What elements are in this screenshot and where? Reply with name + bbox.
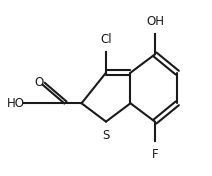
Text: F: F (152, 148, 158, 161)
Text: O: O (34, 76, 43, 89)
Text: OH: OH (146, 15, 164, 28)
Text: S: S (102, 129, 110, 142)
Text: HO: HO (7, 97, 25, 110)
Text: Cl: Cl (100, 33, 112, 46)
